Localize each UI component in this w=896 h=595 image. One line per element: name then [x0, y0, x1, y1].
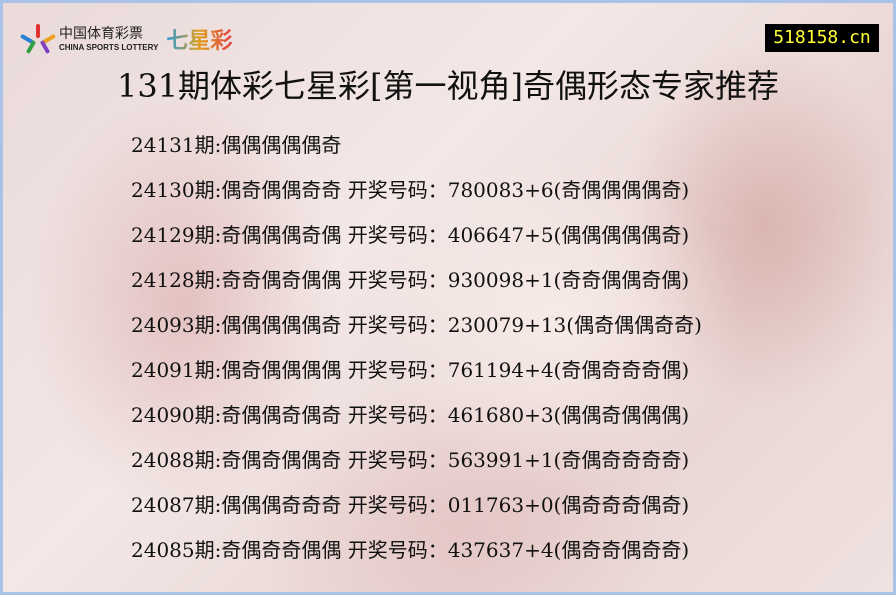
site-badge: 518158.cn: [765, 24, 879, 52]
list-item: 24085期:奇偶奇奇偶偶 开奖号码：437637+4(偶奇奇偶奇奇): [131, 538, 690, 562]
list-item: 24090期:奇偶偶奇偶奇 开奖号码：461680+3(偶偶奇偶偶偶): [131, 403, 690, 427]
china-sports-lottery-logo: 中国体育彩票 CHINA SPORTS LOTTERY 七星彩: [19, 23, 232, 55]
list-item: 24131期:偶偶偶偶偶奇: [131, 133, 342, 157]
lottery-star-icon: [19, 24, 57, 55]
list-item: 24087期:偶偶偶奇奇奇 开奖号码：011763+0(偶奇奇奇偶奇): [131, 493, 690, 517]
logo-en: CHINA SPORTS LOTTERY: [59, 42, 159, 52]
list-item: 24128期:奇奇偶奇偶偶 开奖号码：930098+1(奇奇偶偶奇偶): [131, 268, 690, 292]
logo-game: 七星彩: [166, 23, 232, 55]
list-item: 24130期:偶奇偶偶奇奇 开奖号码：780083+6(奇偶偶偶偶奇): [131, 178, 690, 202]
list-item: 24093期:偶偶偶偶偶奇 开奖号码：230079+13(偶奇偶偶奇奇): [131, 313, 702, 337]
list-item: 24129期:奇偶偶偶奇偶 开奖号码：406647+5(偶偶偶偶偶奇): [131, 223, 690, 247]
record-list: 24131期:偶偶偶偶偶奇 24130期:偶奇偶偶奇奇 开奖号码：780083+…: [131, 131, 702, 581]
list-item: 24088期:奇偶奇偶偶奇 开奖号码：563991+1(奇偶奇奇奇奇): [131, 448, 690, 472]
page-title: 131期体彩七星彩[第一视角]奇偶形态专家推荐: [116, 67, 780, 105]
list-item: 24091期:偶奇偶偶偶偶 开奖号码：761194+4(奇偶奇奇奇偶): [131, 358, 690, 382]
logo-cn: 中国体育彩票: [59, 25, 143, 42]
